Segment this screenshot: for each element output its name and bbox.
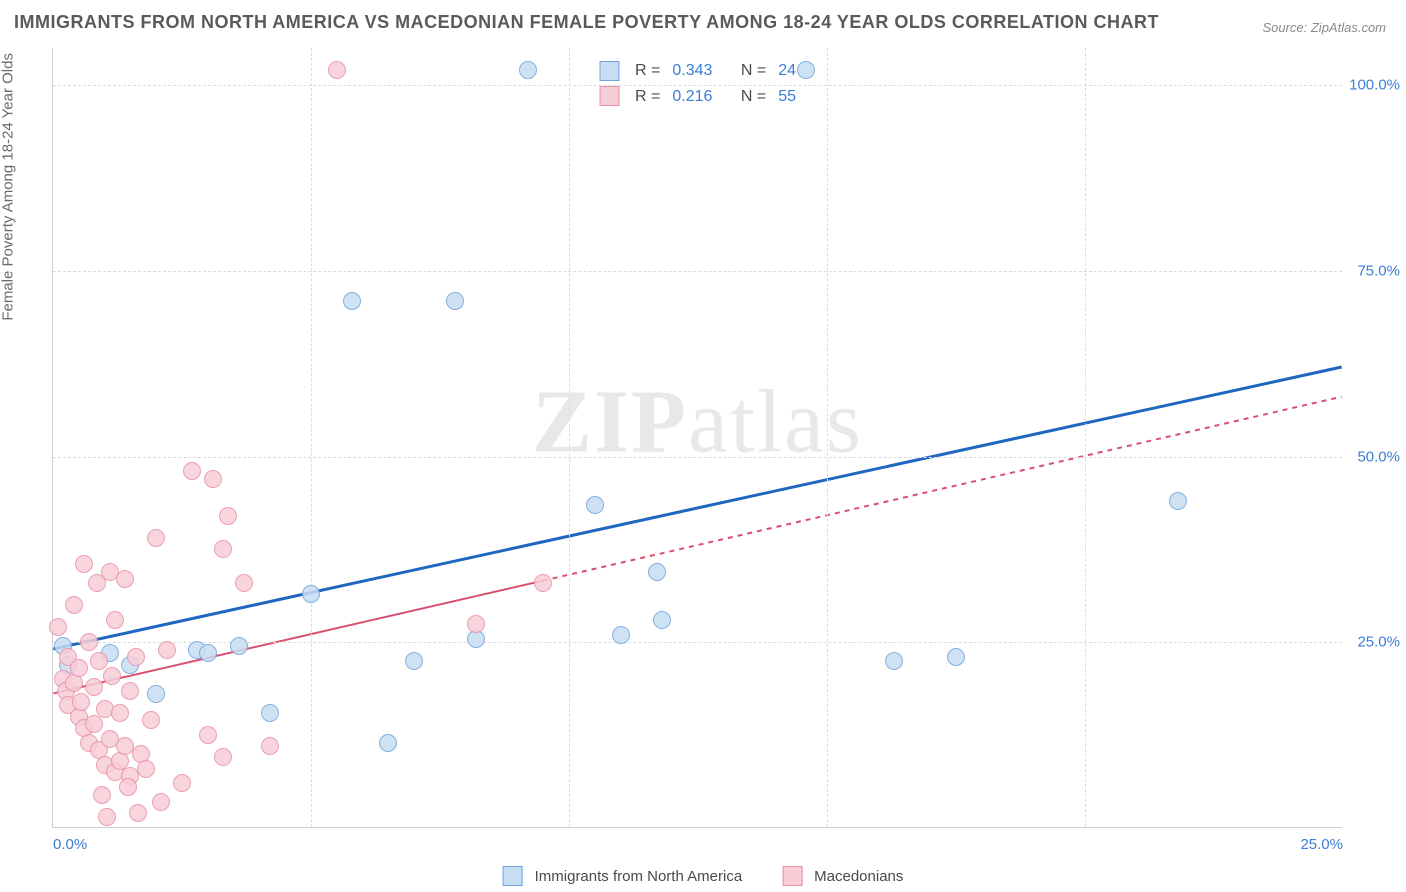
legend-swatch-series2: [782, 866, 802, 886]
scatter-point: [219, 507, 237, 525]
stats-row-series1: R = 0.343 N = 24: [599, 58, 796, 84]
scatter-point: [147, 685, 165, 703]
r-label: R =: [635, 58, 660, 84]
stats-box: R = 0.343 N = 24 R = 0.216 N = 55: [589, 54, 806, 113]
scatter-point: [885, 652, 903, 670]
scatter-point: [72, 693, 90, 711]
scatter-point: [80, 633, 98, 651]
scatter-point: [235, 574, 253, 592]
watermark: ZIPatlas: [532, 370, 863, 473]
gridline-h: [53, 271, 1342, 272]
r-label: R =: [635, 84, 660, 110]
gridline-v: [827, 48, 828, 827]
y-tick-label: 100.0%: [1349, 77, 1400, 94]
source-attribution: Source: ZipAtlas.com: [1262, 20, 1386, 35]
y-axis-label: Female Poverty Among 18-24 Year Olds: [0, 53, 17, 321]
scatter-point: [85, 678, 103, 696]
scatter-point: [103, 667, 121, 685]
r-value-series2: 0.216: [672, 84, 712, 110]
scatter-point: [214, 748, 232, 766]
legend-item-series1: Immigrants from North America: [503, 866, 743, 886]
scatter-point: [261, 737, 279, 755]
scatter-point: [93, 786, 111, 804]
n-label: N =: [741, 84, 766, 110]
scatter-point: [111, 704, 129, 722]
scatter-point: [147, 529, 165, 547]
scatter-point: [230, 637, 248, 655]
scatter-point: [106, 611, 124, 629]
swatch-series2: [599, 86, 619, 106]
gridline-v: [311, 48, 312, 827]
scatter-point: [65, 596, 83, 614]
scatter-point: [49, 618, 67, 636]
scatter-point: [648, 563, 666, 581]
scatter-point: [214, 540, 232, 558]
scatter-point: [797, 61, 815, 79]
scatter-point: [947, 648, 965, 666]
scatter-point: [343, 292, 361, 310]
scatter-point: [90, 652, 108, 670]
legend-swatch-series1: [503, 866, 523, 886]
stats-row-series2: R = 0.216 N = 55: [599, 84, 796, 110]
x-tick-label: 25.0%: [1300, 836, 1343, 853]
y-tick-label: 50.0%: [1357, 448, 1400, 465]
scatter-point: [612, 626, 630, 644]
y-tick-label: 75.0%: [1357, 262, 1400, 279]
n-value-series2: 55: [778, 84, 796, 110]
x-tick-label: 0.0%: [53, 836, 87, 853]
trend-lines-svg: [53, 48, 1342, 827]
scatter-point: [158, 641, 176, 659]
legend-label-series2: Macedonians: [814, 868, 903, 885]
scatter-point: [379, 734, 397, 752]
scatter-point: [127, 648, 145, 666]
legend-label-series1: Immigrants from North America: [535, 868, 743, 885]
scatter-point: [1169, 492, 1187, 510]
scatter-point: [302, 585, 320, 603]
scatter-point: [75, 555, 93, 573]
scatter-point: [70, 659, 88, 677]
scatter-point: [199, 726, 217, 744]
scatter-point: [446, 292, 464, 310]
gridline-v: [1085, 48, 1086, 827]
scatter-point: [519, 61, 537, 79]
scatter-point: [534, 574, 552, 592]
scatter-point: [121, 682, 139, 700]
scatter-point: [85, 715, 103, 733]
scatter-point: [199, 644, 217, 662]
legend-item-series2: Macedonians: [782, 866, 903, 886]
scatter-point: [116, 570, 134, 588]
scatter-point: [183, 462, 201, 480]
scatter-point: [586, 496, 604, 514]
r-value-series1: 0.343: [672, 58, 712, 84]
chart-title: IMMIGRANTS FROM NORTH AMERICA VS MACEDON…: [14, 12, 1159, 33]
scatter-point: [204, 470, 222, 488]
scatter-point: [152, 793, 170, 811]
scatter-point: [653, 611, 671, 629]
scatter-point: [261, 704, 279, 722]
scatter-point: [173, 774, 191, 792]
n-value-series1: 24: [778, 58, 796, 84]
scatter-point: [405, 652, 423, 670]
n-label: N =: [741, 58, 766, 84]
scatter-point: [328, 61, 346, 79]
scatter-point: [98, 808, 116, 826]
scatter-point: [137, 760, 155, 778]
scatter-point: [129, 804, 147, 822]
bottom-legend: Immigrants from North America Macedonian…: [503, 866, 904, 886]
scatter-point: [119, 778, 137, 796]
plot-area: ZIPatlas R = 0.343 N = 24 R = 0.216 N = …: [52, 48, 1342, 828]
gridline-h: [53, 85, 1342, 86]
scatter-point: [467, 615, 485, 633]
gridline-h: [53, 457, 1342, 458]
gridline-v: [569, 48, 570, 827]
y-tick-label: 25.0%: [1357, 634, 1400, 651]
swatch-series1: [599, 61, 619, 81]
scatter-point: [142, 711, 160, 729]
